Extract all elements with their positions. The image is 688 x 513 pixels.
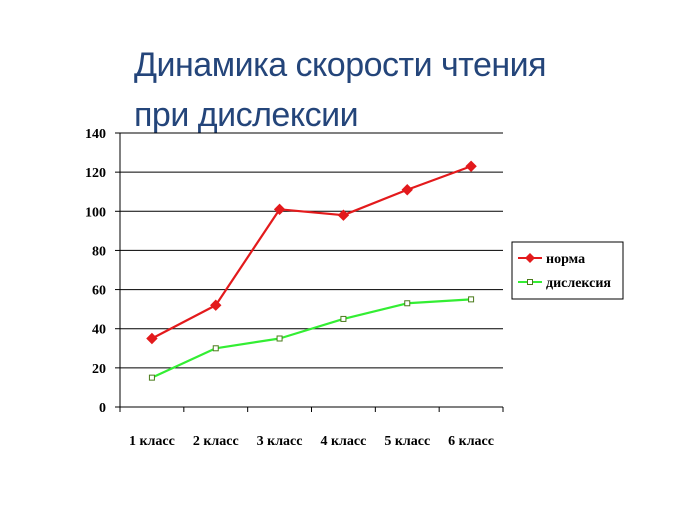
- x-tick-label: 3 класс: [257, 434, 303, 449]
- legend: норма дислексия: [511, 241, 624, 300]
- y-tick-label: 100: [85, 205, 106, 220]
- y-tick-labels: 0 20 40 60 80 100 120 140: [85, 127, 106, 416]
- y-tick-label: 140: [85, 127, 106, 142]
- chart-title-line-2: при дислексии: [134, 96, 359, 134]
- y-tick-label: 60: [92, 284, 106, 299]
- data-point: [337, 209, 350, 221]
- legend-marker: [525, 253, 535, 263]
- y-tick-label: 120: [85, 166, 106, 181]
- y-tick-label: 80: [92, 244, 106, 259]
- series-layer: [146, 160, 477, 381]
- data-point: [404, 300, 411, 307]
- x-tick-label: 1 класс: [129, 434, 175, 449]
- series-line: [151, 298, 472, 379]
- series-1: [146, 160, 477, 345]
- legend-item: норма: [518, 252, 585, 267]
- axes: [115, 132, 504, 412]
- y-tick-label: 0: [99, 401, 106, 416]
- x-tick-label: 4 класс: [320, 434, 366, 449]
- data-point: [146, 332, 158, 345]
- chart-title-line-1: Динамика скорости чтения: [134, 46, 547, 84]
- legend-label: норма: [546, 252, 585, 267]
- data-point: [276, 335, 283, 342]
- x-tick-label: 2 класс: [193, 434, 239, 449]
- data-point: [212, 345, 219, 352]
- legend-item: дислексия: [518, 276, 611, 291]
- grid-lines: [120, 132, 503, 369]
- data-point: [465, 160, 477, 172]
- y-tick-label: 40: [92, 323, 106, 338]
- data-point: [273, 203, 286, 216]
- chart-title: Динамика скорости чтения при дислексии: [134, 40, 654, 140]
- data-point: [468, 296, 475, 303]
- series-2: [148, 296, 475, 381]
- x-tick-label: 5 класс: [384, 434, 430, 449]
- data-point: [401, 184, 413, 196]
- data-point: [148, 374, 155, 381]
- legend-marker: [527, 279, 533, 285]
- x-tick-label: 6 класс: [448, 434, 494, 449]
- series-line: [151, 165, 472, 340]
- y-tick-label: 20: [92, 362, 106, 377]
- legend-box: [511, 241, 624, 300]
- data-point: [210, 299, 222, 311]
- data-point: [340, 315, 347, 322]
- legend-label: дислексия: [546, 276, 611, 291]
- x-tick-labels: 1 класс 2 класс 3 класс 4 класс 5 класс 6 кла…: [129, 434, 494, 449]
